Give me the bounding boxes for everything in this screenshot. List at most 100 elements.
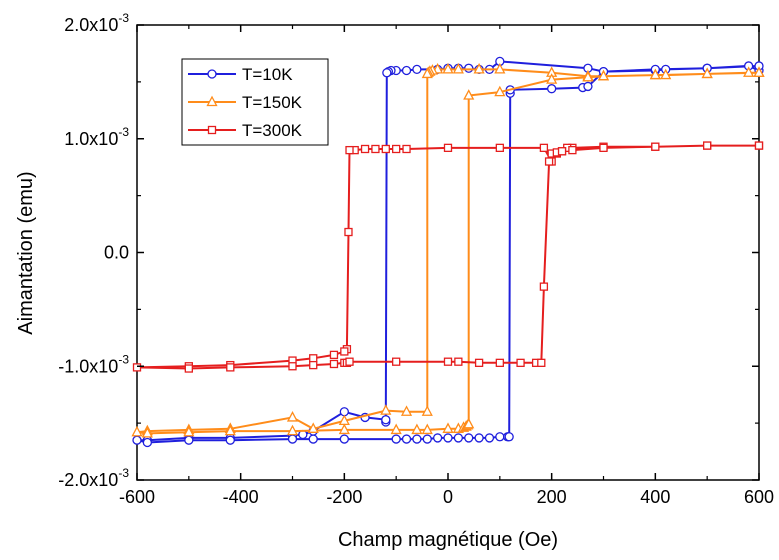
data-point (329, 359, 339, 369)
data-point (381, 144, 390, 154)
data-point (392, 144, 401, 154)
data-point (131, 425, 143, 437)
legend: T=10K T=150K T=300K (181, 58, 329, 146)
data-point (494, 85, 506, 97)
data-point (402, 144, 411, 154)
data-point (411, 423, 423, 435)
data-point (443, 433, 453, 443)
data-point (225, 435, 235, 445)
series-2 (131, 62, 765, 438)
data-point (401, 434, 412, 444)
data-point (344, 227, 353, 237)
data-point (568, 145, 577, 155)
data-point (287, 434, 298, 444)
data-point (381, 415, 391, 425)
data-point (422, 434, 432, 444)
data-point (360, 144, 370, 154)
data-point (743, 66, 755, 77)
y-tick-label: 0.0 (104, 243, 129, 263)
data-point (421, 405, 433, 416)
data-point (184, 435, 194, 445)
data-point (660, 68, 672, 80)
y-tick-label: -1.0x10-3 (58, 352, 129, 376)
data-point (339, 434, 349, 444)
data-point (754, 141, 764, 150)
data-point (464, 433, 474, 443)
data-point (432, 433, 443, 443)
data-point (473, 62, 485, 74)
data-point (345, 357, 354, 366)
data-point (599, 143, 608, 153)
x-tick-label: 0 (443, 487, 453, 507)
data-point (392, 357, 401, 366)
data-point (701, 67, 713, 79)
data-point (703, 141, 712, 150)
data-point (494, 62, 506, 74)
x-tick-label: 400 (640, 487, 670, 507)
data-point (442, 62, 454, 74)
y-tick-label: 1.0x10-3 (64, 125, 129, 149)
y-axis-title: Aimantation (emu) (15, 171, 37, 334)
data-point (544, 157, 554, 166)
data-point (557, 147, 567, 156)
legend-item: T=300K (188, 121, 303, 140)
data-point (649, 68, 661, 80)
data-point (453, 433, 464, 443)
data-point (132, 363, 142, 372)
data-point (651, 142, 660, 151)
data-point (454, 357, 463, 366)
legend-marker (206, 95, 218, 107)
data-point (286, 411, 299, 422)
legend-marker (207, 125, 217, 135)
x-tick-label: -600 (119, 487, 155, 507)
data-point (442, 422, 454, 433)
data-point (183, 425, 195, 437)
data-point (504, 432, 514, 442)
data-point (495, 358, 504, 367)
data-point (309, 354, 318, 363)
data-point (474, 433, 484, 443)
data-point (401, 65, 412, 76)
series-layer (131, 56, 765, 448)
x-tick-label: 200 (537, 487, 567, 507)
data-point (400, 405, 413, 416)
x-axis-title: Champ magnétique (Oe) (338, 529, 558, 551)
x-tick-label: -400 (223, 487, 259, 507)
series-line-3 (136, 144, 759, 370)
data-point (421, 423, 433, 435)
data-point (340, 347, 349, 356)
y-tick-label: 2.0x10-3 (64, 11, 129, 35)
data-point (345, 145, 354, 155)
data-point (329, 350, 339, 360)
data-point (582, 70, 594, 82)
data-point (516, 358, 525, 367)
data-point (463, 89, 475, 100)
legend-item: T=10K (188, 65, 293, 84)
data-point (753, 66, 765, 77)
legend-marker (207, 69, 217, 79)
data-point (484, 433, 495, 443)
data-point (537, 358, 546, 367)
data-point (141, 426, 153, 438)
data-point (288, 362, 297, 371)
data-point (338, 423, 350, 435)
y-tick-label: -2.0x10-3 (58, 466, 129, 490)
data-point (495, 432, 505, 442)
data-point (412, 64, 422, 75)
data-point (443, 143, 453, 153)
data-point (307, 422, 319, 433)
data-point (443, 357, 453, 366)
legend-label: T=300K (242, 121, 303, 140)
data-point (597, 69, 610, 81)
data-point (547, 84, 557, 94)
data-point (371, 144, 380, 154)
data-point (390, 423, 402, 435)
data-point (286, 424, 299, 436)
data-point (421, 67, 433, 79)
legend-label: T=150K (242, 93, 303, 112)
data-point (380, 404, 392, 415)
data-point (382, 68, 392, 78)
data-point (226, 363, 235, 372)
data-point (142, 437, 153, 448)
